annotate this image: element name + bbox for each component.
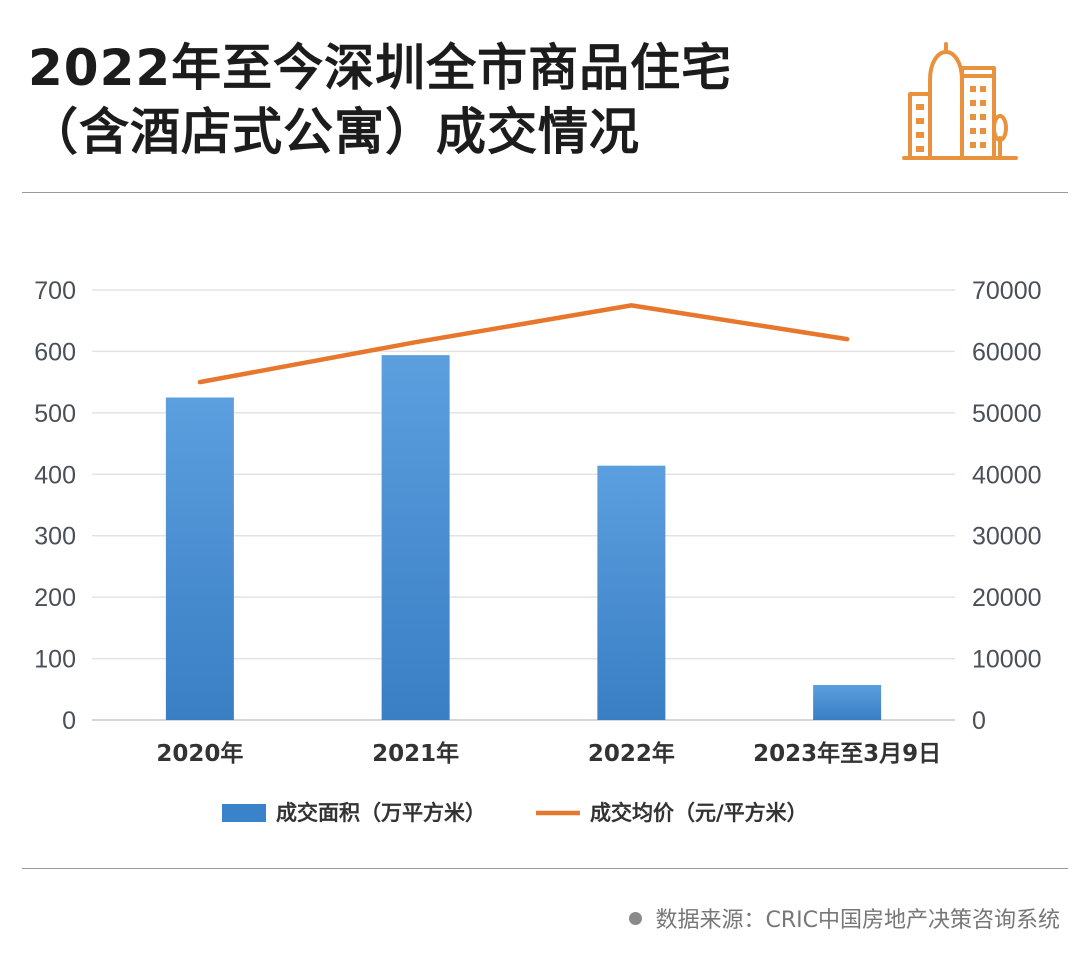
bar: [813, 684, 882, 720]
page-title: 2022年至今深圳全市商品住宅 （含酒店式公寓）成交情况: [28, 36, 732, 164]
y2-tick-label: 60000: [972, 338, 1042, 366]
legend-swatch-area: [222, 804, 266, 822]
title-line-2: （含酒店式公寓）成交情况: [28, 103, 640, 161]
y-tick-label: 100: [34, 646, 76, 674]
bottom-divider: [22, 868, 1068, 869]
y-tick-label: 200: [34, 584, 76, 612]
bullet-icon: [628, 912, 642, 925]
chart: 0 100 200 300 400 500 600 700 0 10000 20000 30000 40…: [34, 277, 1041, 825]
legend-label-price: 成交均价（元/平方米）: [590, 801, 808, 825]
source-text: 数据来源：CRIC中国房地产决策咨询系统: [655, 908, 1061, 933]
x-tick-label: 2022年: [588, 740, 675, 767]
y-tick-label: 600: [34, 338, 76, 366]
axis-labels: 0 100 200 300 400 500 600 700 0 10000 20000 30000 40…: [34, 277, 1041, 767]
x-tick-label: 2021年: [372, 740, 459, 767]
y-tick-label: 300: [34, 523, 76, 551]
gridlines: [92, 289, 955, 721]
title-line-1: 2022年至今深圳全市商品住宅: [28, 39, 733, 97]
y2-tick-label: 40000: [972, 461, 1042, 489]
y2-tick-label: 30000: [972, 523, 1042, 551]
x-tick-label: 2020年: [156, 740, 243, 767]
x-tick-label: 2023年至3月9日: [753, 740, 941, 767]
price-series-line: [197, 303, 850, 385]
bars: [165, 355, 882, 720]
y2-tick-label: 0: [972, 707, 986, 735]
y-tick-label: 700: [34, 277, 76, 305]
bar: [165, 397, 234, 720]
price-line: [197, 303, 850, 385]
bar: [381, 355, 450, 720]
y-tick-label: 400: [34, 461, 76, 489]
y2-tick-label: 20000: [972, 584, 1042, 612]
legend: 成交面积（万平方米） 成交均价（元/平方米）: [222, 801, 808, 825]
bar: [597, 465, 666, 720]
y-tick-label: 500: [34, 400, 76, 428]
y2-tick-label: 70000: [972, 277, 1042, 305]
top-divider: [22, 192, 1068, 193]
data-source: 数据来源：CRIC中国房地产决策咨询系统: [628, 902, 1061, 934]
y2-tick-label: 50000: [972, 400, 1042, 428]
building-icon: [902, 42, 1018, 160]
y2-tick-label: 10000: [972, 646, 1042, 674]
y-tick-label: 0: [62, 707, 76, 735]
legend-label-area: 成交面积（万平方米）: [276, 801, 486, 825]
